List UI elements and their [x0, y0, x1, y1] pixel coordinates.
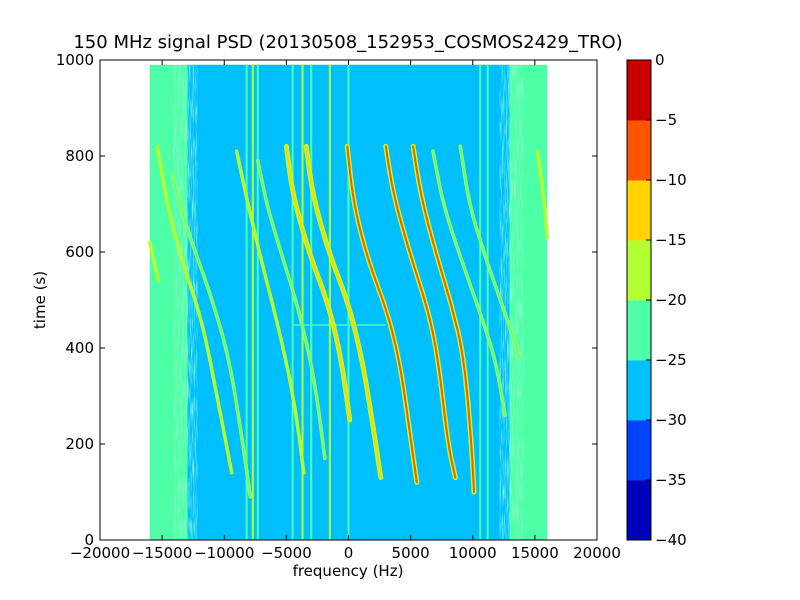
doppler-streak	[412, 145, 475, 493]
colorbar-tick-label: −40	[655, 531, 687, 549]
colorbar-segment	[627, 300, 651, 361]
colorbar-tick-label: −15	[655, 231, 687, 249]
plot-area	[99, 59, 598, 541]
heatmap-edge-noise-left	[173, 64, 198, 540]
doppler-streak	[536, 150, 549, 239]
heatmap-edge-noise-right	[499, 64, 524, 540]
colorbar-segment	[627, 420, 651, 481]
y-tick-label: 800	[65, 147, 94, 165]
x-tick-label: 20000	[573, 544, 621, 562]
colorbar: −40 −35 −30 −25 −20 −15 −10 −5 0	[626, 51, 687, 549]
doppler-streak	[384, 145, 457, 479]
colorbar-segment	[627, 240, 651, 301]
colorbar-tick-label: −35	[655, 471, 687, 489]
colorbar-segment	[627, 60, 651, 121]
doppler-streak	[171, 174, 252, 498]
heatmap-layer	[147, 64, 550, 540]
colorbar-segment	[627, 120, 651, 181]
x-tick-label: 15000	[511, 544, 559, 562]
colorbar-tick-label: −25	[655, 351, 687, 369]
x-axis: −20000 −15000 −10000 −5000 0 5000 10000 15000 20…	[70, 60, 621, 562]
doppler-streak	[346, 145, 418, 484]
colorbar-tick-label: 0	[655, 51, 665, 69]
doppler-streak	[148, 241, 160, 282]
doppler-streak	[305, 145, 382, 479]
x-tick-label: 10000	[449, 544, 497, 562]
colorbar-segment	[627, 360, 651, 421]
x-tick-label: −20000	[70, 544, 130, 562]
colorbar-tick-label: −30	[655, 411, 687, 429]
doppler-streak	[285, 145, 351, 421]
x-tick-label: 5000	[392, 544, 430, 562]
y-axis-label: time (s)	[31, 271, 49, 329]
y-tick-label: 0	[84, 531, 94, 549]
y-tick-label: 400	[65, 339, 94, 357]
y-tick-label: 1000	[56, 51, 94, 69]
y-axis: 0 200 400 600 800 1000	[56, 51, 597, 549]
doppler-streak	[459, 145, 521, 359]
colorbar-tick-label: −10	[655, 171, 687, 189]
y-tick-label: 200	[65, 435, 94, 453]
doppler-streak	[235, 150, 305, 474]
doppler-streak	[256, 160, 326, 460]
x-axis-label: frequency (Hz)	[293, 562, 404, 580]
chart-title: 150 MHz signal PSD (20130508_152953_COSM…	[73, 32, 622, 53]
x-tick-label: 0	[344, 544, 354, 562]
doppler-streak	[432, 150, 506, 416]
colorbar-tick-label: −20	[655, 291, 687, 309]
colorbar-tick-label: −5	[655, 111, 677, 129]
x-tick-label: −15000	[132, 544, 192, 562]
doppler-streak	[156, 145, 233, 474]
y-tick-label: 600	[65, 243, 94, 261]
x-tick-label: −5000	[261, 544, 312, 562]
colorbar-segment	[627, 180, 651, 241]
x-tick-label: −10000	[194, 544, 254, 562]
colorbar-segment	[627, 480, 651, 541]
